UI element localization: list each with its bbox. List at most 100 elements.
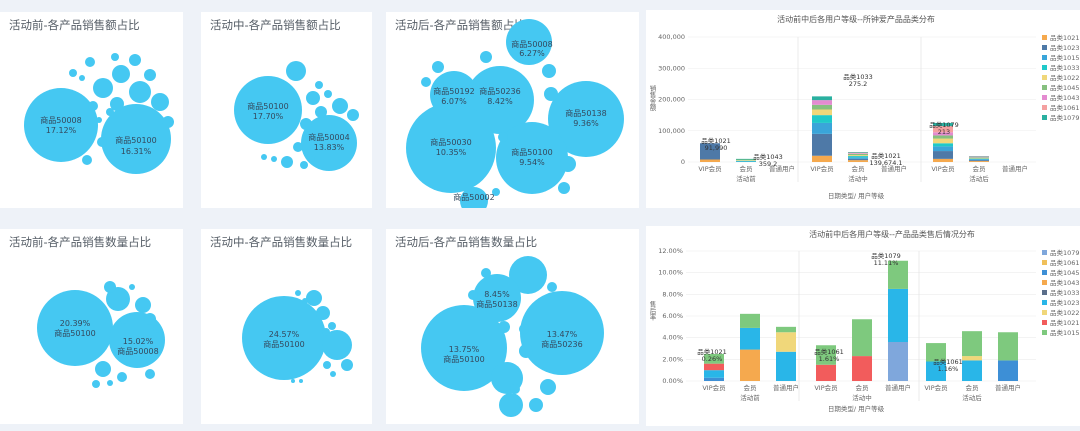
legend-swatch bbox=[1042, 330, 1047, 335]
bar-segment bbox=[848, 155, 868, 157]
bar-segment bbox=[998, 360, 1018, 381]
bubble-chart: 20.39% 商品50100 15.02% 商品50008 bbox=[37, 281, 165, 388]
bar-segment bbox=[740, 313, 760, 328]
data-label: 品类1061 bbox=[814, 347, 844, 356]
bar-segment bbox=[888, 260, 908, 289]
bar-segment bbox=[962, 356, 982, 361]
legend-swatch bbox=[1042, 35, 1047, 40]
bubble-card-5: 活动中-各产品销售数量占比 24.57% 商品50100 bbox=[201, 229, 372, 424]
group-label: 活动中 bbox=[852, 393, 872, 402]
bubble-label: 商品50008 bbox=[40, 115, 81, 125]
bubble-label: 商品50008 bbox=[511, 39, 552, 49]
bar-segment bbox=[812, 133, 832, 156]
x-tick-label: 会员 bbox=[740, 164, 754, 173]
bar-segment bbox=[812, 109, 832, 116]
data-label: 品类1021 bbox=[701, 136, 731, 145]
bubble-label: 商品50192 bbox=[433, 86, 474, 96]
x-tick-label: VIP会员 bbox=[702, 383, 726, 392]
bubble-chart: 商品50008 17.12% 商品50100 16.31% bbox=[24, 53, 174, 174]
legend-label: 品类1043 bbox=[1050, 278, 1080, 287]
x-tick-label: 普通用户 bbox=[885, 383, 911, 392]
bar-segment bbox=[888, 288, 908, 342]
bar-segment bbox=[933, 138, 953, 144]
bubble-label: 商品50008 bbox=[117, 346, 158, 356]
bar-segment bbox=[704, 353, 724, 364]
bar-segment bbox=[848, 158, 868, 161]
data-label-value: 139,674.1 bbox=[869, 159, 902, 167]
legend-label: 品类1045 bbox=[1050, 83, 1080, 92]
bar-segment bbox=[812, 96, 832, 101]
legend-label: 品类1033 bbox=[1050, 288, 1080, 297]
bubble-card-3: 活动后-各产品销售额占比 商品50008 6.27% 商品50192 6.07%… bbox=[386, 12, 639, 208]
legend-label: 品类1023 bbox=[1050, 43, 1080, 52]
chart-title: 活动前中后各用户等级--产品品类售后情况分布 bbox=[809, 229, 975, 239]
bubble-label: 商品50100 bbox=[247, 101, 288, 111]
legend-swatch bbox=[1042, 260, 1047, 265]
bar-segment bbox=[848, 152, 868, 153]
legend-swatch bbox=[1042, 45, 1047, 50]
legend-swatch bbox=[1042, 320, 1047, 325]
bar-segment bbox=[736, 159, 756, 161]
x-tick-label: 普通用户 bbox=[769, 164, 795, 173]
legend-label: 品类1033 bbox=[1050, 63, 1080, 72]
legend-label: 品类1043 bbox=[1050, 93, 1080, 102]
data-label: 品类1079 bbox=[871, 251, 901, 260]
bubble-value: 9.54% bbox=[519, 158, 545, 167]
x-tick-label: 会员 bbox=[856, 383, 870, 392]
bar-segment bbox=[848, 157, 868, 159]
bubble-label: 商品50100 bbox=[54, 328, 95, 338]
bar-segment bbox=[704, 377, 724, 381]
bubble-value: 10.35% bbox=[436, 148, 467, 157]
x-tick-label: VIP会员 bbox=[924, 383, 948, 392]
y-tick-label: 0 bbox=[681, 158, 685, 166]
bar-segment bbox=[700, 143, 720, 160]
bubble-card-2: 活动中-各产品销售额占比 商品50100 17.70% 商品50004 13.8… bbox=[201, 12, 372, 208]
x-tick-label: 会员 bbox=[744, 383, 758, 392]
group-label: 活动后 bbox=[969, 174, 989, 183]
bar-segment bbox=[969, 160, 989, 162]
data-label: 品类1061 bbox=[933, 357, 963, 366]
bubble-label: 商品50236 bbox=[541, 339, 582, 349]
card-title: 活动后-各产品销售数量占比 bbox=[395, 235, 538, 249]
bar-segment bbox=[816, 345, 836, 365]
bubble-value: 17.12% bbox=[46, 126, 77, 135]
x-tick-label: 普通用户 bbox=[1002, 164, 1028, 173]
y-tick-label: 4.00% bbox=[662, 334, 683, 342]
bar-segment bbox=[933, 135, 953, 139]
x-tick-label: 会员 bbox=[973, 164, 987, 173]
stacked-bar-chart-sales: 活动前中后各用户等级--所钟爱产品品类分布 0 100,000 200,000 300,… bbox=[648, 14, 1080, 200]
data-label-value: 213 bbox=[938, 128, 950, 136]
bubble-card-6: 活动后-各产品销售数量占比 8.45% 商品50138 13.75% 商品501… bbox=[386, 229, 639, 424]
bubble-label: 商品50100 bbox=[511, 147, 552, 157]
bar-segment bbox=[962, 331, 982, 357]
bubble-label: 商品50100 bbox=[263, 339, 304, 349]
legend-label: 品类1079 bbox=[1050, 113, 1080, 122]
bubble-value: 13.47% bbox=[547, 330, 578, 339]
bar-segment bbox=[776, 326, 796, 333]
legend-label: 品类1015 bbox=[1050, 328, 1080, 337]
stacked-bar-card-bottom: 活动前中后各用户等级--产品品类售后情况分布 0.00% 2.00% 4.00% 6.0… bbox=[646, 226, 1080, 426]
bar-segment bbox=[969, 157, 989, 158]
x-tick-label: 会员 bbox=[966, 383, 980, 392]
bubble-value: 20.39% bbox=[60, 319, 91, 328]
bubble-label: 商品50138 bbox=[476, 299, 517, 309]
bubble-value: 15.02% bbox=[123, 337, 154, 346]
x-tick-label: 普通用户 bbox=[995, 383, 1021, 392]
bar-segment bbox=[812, 100, 832, 105]
bar-segment bbox=[926, 361, 946, 381]
legend-swatch bbox=[1042, 85, 1047, 90]
bar-segment bbox=[852, 319, 872, 357]
bar-segment bbox=[848, 160, 868, 162]
bubble-value: 17.70% bbox=[253, 112, 284, 121]
bar-segment bbox=[740, 349, 760, 381]
bar-segment bbox=[933, 132, 953, 136]
legend-label: 品类1079 bbox=[1050, 248, 1080, 257]
y-axis-label: 售后率 bbox=[648, 300, 656, 322]
x-tick-label: VIP会员 bbox=[931, 164, 955, 173]
bar-segment bbox=[962, 360, 982, 381]
bubble-value: 13.75% bbox=[449, 345, 480, 354]
bar-segment bbox=[933, 151, 953, 159]
card-title: 活动中-各产品销售数量占比 bbox=[210, 235, 353, 249]
card-title: 活动前-各产品销售额占比 bbox=[9, 18, 140, 32]
legend-swatch bbox=[1042, 290, 1047, 295]
